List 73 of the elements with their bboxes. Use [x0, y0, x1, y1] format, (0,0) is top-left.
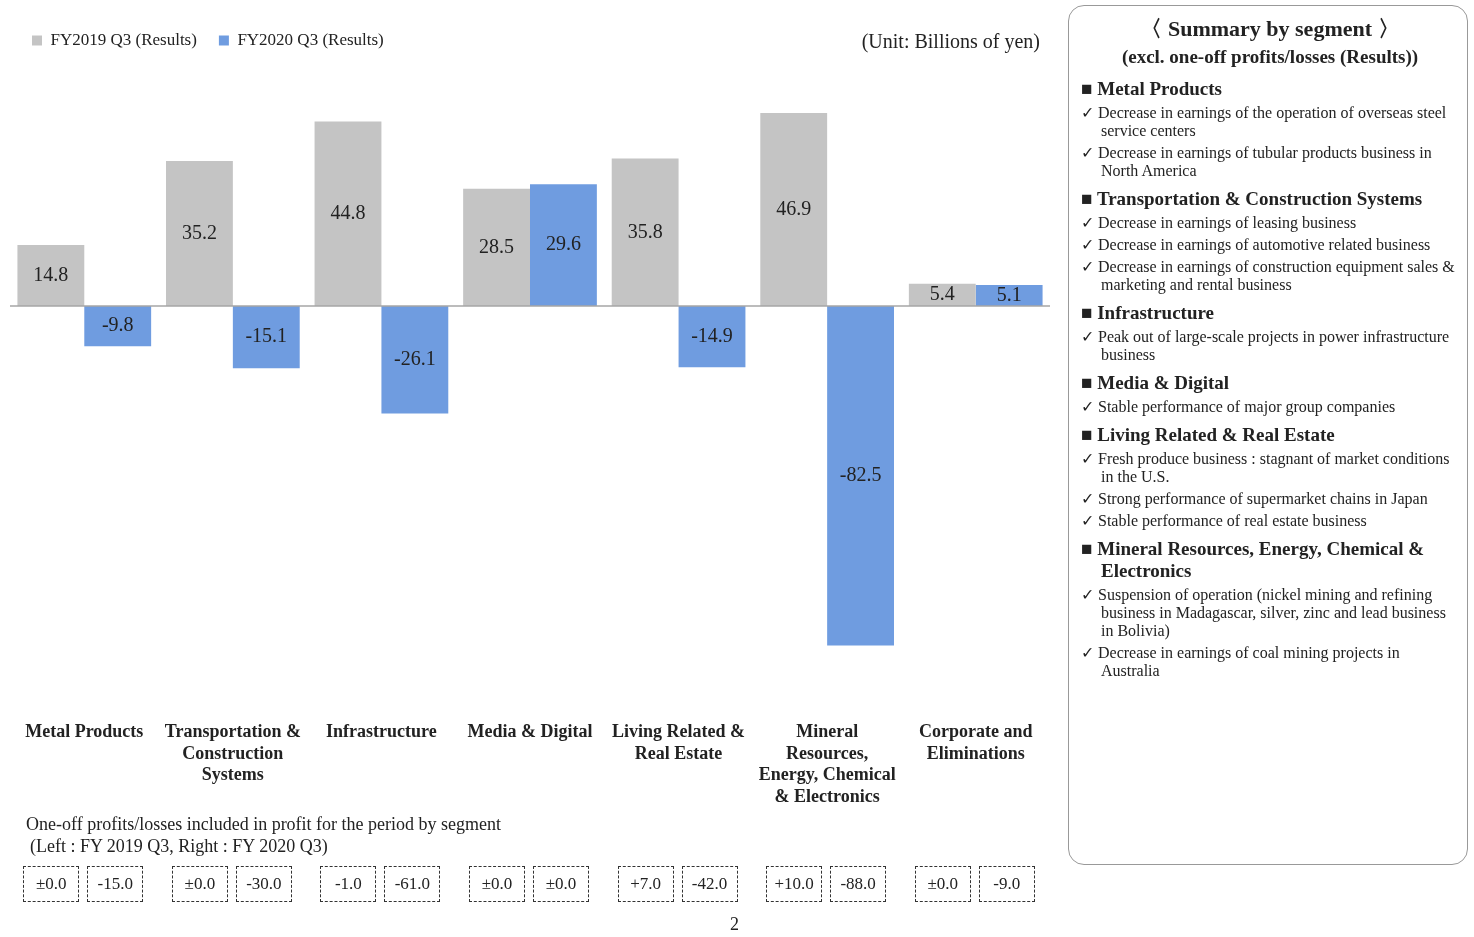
text: ±0.0 [23, 866, 80, 902]
text: ■ Media & Digital [1081, 372, 1231, 394]
x-tick-label: Media & Digital [467, 721, 593, 742]
text: ■ Transportation & Construction Systems [1081, 188, 1424, 210]
text: ✓ Suspension of operation (nickel mining and refining business in Madagascar, silver, zinc and lead business in Bolivia) [1081, 586, 1447, 640]
text: +10.0 [766, 866, 823, 902]
text: 2 [730, 914, 739, 935]
text: ✓ Peak out of large-scale projects in power infrastructure business [1081, 328, 1451, 364]
bar [530, 184, 597, 306]
text: ✓ Stable performance of real estate business [1081, 512, 1368, 530]
x-tick-label: Corporate and Eliminations [918, 721, 1033, 763]
x-tick-label: Metal Products [25, 721, 144, 742]
text: (excl. one-off profits/losses (Results)) [1120, 46, 1420, 68]
bar [166, 161, 233, 306]
bar [381, 305, 449, 414]
x-tick-label: Infrastructure [326, 721, 437, 742]
text: ✓ Stable performance of major group companies [1081, 398, 1397, 416]
bar [463, 188, 530, 306]
data-label: -82.5 [839, 463, 882, 486]
data-label: 5.4 [929, 282, 955, 305]
x-tick-label: Living Related & Real Estate [612, 721, 746, 763]
text: ✓ Fresh produce business : stagnant of market conditions in the U.S. [1081, 450, 1451, 486]
data-label: -26.1 [394, 346, 436, 369]
data-label: 28.5 [479, 234, 515, 257]
text: One-off profits/losses included in profit for the period by segment [26, 814, 502, 835]
bar [84, 305, 152, 347]
text: (Left : FY 2019 Q3, Right : FY 2020 Q3) [30, 836, 328, 857]
text: ■ Metal Products [1081, 78, 1223, 100]
data-label: -15.1 [245, 324, 288, 347]
x-tick-label: Transportation & Construction Systems [164, 721, 301, 785]
text: ■ Mineral Resources, Energy, Chemical & Electronics [1081, 538, 1426, 582]
text: ✓ Decrease in earnings of automotive related business [1081, 236, 1432, 254]
data-label: 35.2 [181, 220, 217, 243]
bar [17, 245, 85, 306]
text: ■ Living Related & Real Estate [1081, 424, 1336, 446]
text: (Unit: Billions of yen) [861, 30, 1040, 53]
text: -15.0 [87, 866, 144, 902]
bar [827, 305, 894, 646]
text: ±0.0 [533, 866, 589, 902]
legend-label: FY2020 Q3 (Results) [237, 29, 384, 49]
bar [678, 305, 746, 368]
text: -9.0 [978, 866, 1035, 902]
text: ±0.0 [171, 866, 228, 902]
data-label: -14.9 [691, 323, 733, 346]
text: -30.0 [235, 866, 292, 902]
data-label: 5.1 [996, 282, 1022, 305]
text: -42.0 [681, 866, 738, 902]
text: ±0.0 [469, 866, 525, 902]
bar [232, 305, 300, 369]
text: ✓ Decrease in earnings of coal mining projects in Australia [1081, 644, 1401, 680]
text: ✓ Decrease in earnings of leasing business [1081, 214, 1358, 232]
bar [760, 112, 828, 306]
text: ■ Infrastructure [1081, 302, 1216, 324]
data-label: -9.8 [101, 313, 134, 336]
text: ✓ Decrease in earnings of tubular products business in North America [1081, 144, 1433, 180]
data-label: 14.8 [33, 262, 69, 285]
text: ✓ Decrease in earnings of the operation of overseas steel service centers [1081, 104, 1448, 140]
data-label: 46.9 [776, 196, 812, 219]
legend-label: FY2019 Q3 (Results) [50, 29, 197, 49]
text: +7.0 [617, 866, 674, 902]
text: ±0.0 [914, 866, 971, 902]
x-tick-label: Mineral Resources, Energy, Chemical & Electronics [758, 721, 896, 806]
data-label: 44.8 [330, 201, 366, 224]
data-label: 35.8 [627, 219, 663, 242]
bar [611, 158, 679, 306]
text: ✓ Strong performance of supermarket chains in Japan [1081, 490, 1429, 508]
data-label: 29.6 [545, 232, 581, 255]
text: -1.0 [320, 866, 377, 902]
text: ✓ Decrease in earnings of construction equipment sales & marketing and rental business [1081, 258, 1456, 294]
text: -61.0 [384, 866, 441, 902]
text: -88.0 [830, 866, 887, 902]
bar [314, 121, 382, 306]
text: 〈 Summary by segment 〉 [1139, 15, 1401, 43]
